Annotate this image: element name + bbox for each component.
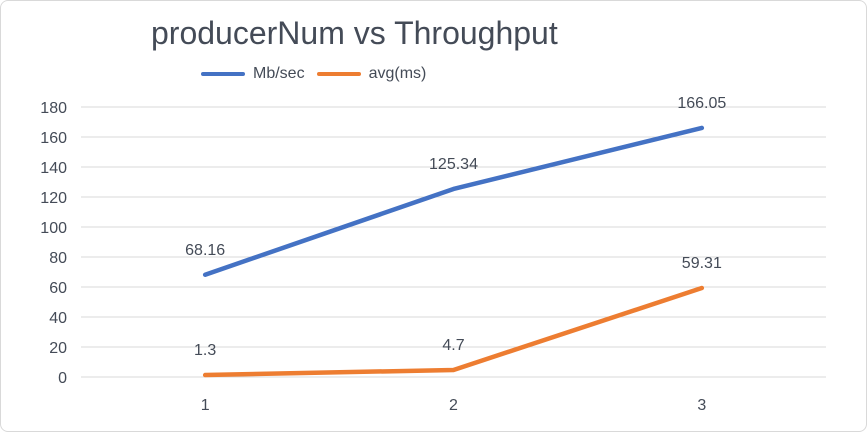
data-label: 68.16: [185, 242, 225, 259]
data-label: 1.3: [194, 342, 216, 359]
series-line-mb-sec: [205, 128, 702, 275]
y-tick-label: 0: [58, 370, 67, 387]
series-line-avg-ms: [205, 288, 702, 375]
y-tick-label: 120: [40, 190, 67, 207]
x-tick-label: 3: [697, 397, 706, 414]
x-tick-label: 1: [201, 397, 210, 414]
y-tick-label: 160: [40, 130, 67, 147]
data-label: 59.31: [682, 255, 722, 272]
data-label: 4.7: [442, 337, 464, 354]
y-tick-label: 80: [49, 250, 67, 267]
y-tick-label: 60: [49, 280, 67, 297]
y-tick-label: 40: [49, 310, 67, 327]
y-tick-label: 180: [40, 100, 67, 117]
x-tick-label: 2: [449, 397, 458, 414]
y-tick-label: 20: [49, 340, 67, 357]
data-label: 125.34: [429, 156, 478, 173]
y-tick-label: 100: [40, 220, 67, 237]
y-tick-label: 140: [40, 160, 67, 177]
data-label: 166.05: [677, 95, 726, 112]
